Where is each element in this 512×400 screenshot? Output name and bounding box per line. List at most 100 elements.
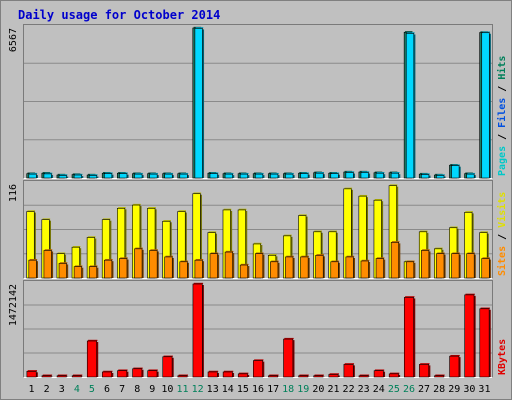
x-tick-label: 28 [433,384,445,395]
bar-sites-day-20 [315,254,325,279]
bar-kbytes-day-31 [479,307,491,378]
x-tick-label: 17 [267,384,279,395]
bar-sites-day-29 [451,252,461,279]
bar-kbytes-day-26 [403,296,416,378]
bar-files-day-9 [149,172,159,179]
x-tick-label: 1 [29,384,35,395]
bar-files-day-30 [466,172,476,179]
bar-kbytes-day-4 [71,374,84,378]
bar-kbytes-day-22 [343,363,355,378]
bar-kbytes-day-10 [162,355,174,378]
x-tick-label: 31 [478,384,490,395]
x-tick-label: 15 [237,384,249,395]
bar-sites-day-6 [104,258,114,279]
bar-kbytes-day-24 [373,369,386,378]
bar-sites-day-11 [179,260,189,279]
legend: Pages / Files / Hits [496,56,508,176]
bar-files-day-15 [239,172,250,179]
bar-kbytes-day-3 [56,374,69,378]
bar-sites-day-16 [254,252,265,279]
legend-item: Files [496,98,508,128]
bar-kbytes-day-6 [102,370,114,378]
bar-files-day-7 [119,172,129,179]
x-tick-label: 23 [358,384,370,395]
bar-kbytes-day-7 [117,369,129,378]
x-tick-label: 10 [161,384,173,395]
bar-kbytes-day-29 [449,354,461,378]
bar-kbytes-day-23 [358,374,370,378]
bar-files-day-4 [73,173,84,179]
x-tick-label: 3 [59,384,65,395]
y-max-label: 1472142 [8,284,19,326]
bar-sites-day-10 [164,255,174,279]
bar-files-day-26 [405,32,416,179]
x-tick-label: 20 [312,384,324,395]
x-tick-label: 5 [89,384,95,395]
bar-sites-day-23 [360,259,371,279]
bar-files-day-20 [315,172,325,179]
bar-sites-day-9 [149,249,159,279]
bar-sites-day-13 [209,252,220,279]
bar-sites-day-7 [119,257,129,279]
x-tick-label: 30 [463,384,475,395]
bar-sites-day-21 [330,260,340,279]
bar-kbytes-day-9 [147,369,159,378]
bar-files-day-22 [345,171,356,179]
panel-3: 1472142 KBytes [8,280,508,378]
bar-sites-day-15 [239,263,250,279]
bar-files-day-14 [224,172,235,179]
bar-files-day-16 [254,172,265,179]
bar-kbytes-day-21 [328,373,340,378]
bar-files-day-11 [179,172,189,179]
bar-kbytes-day-20 [313,374,325,378]
bar-sites-day-1 [28,258,38,279]
legend-item: KBytes [497,339,508,375]
bar-files-day-25 [390,172,401,179]
bar-kbytes-day-25 [388,372,401,378]
panel-1: 6567 Pages / Files / Hits [8,24,508,179]
bar-kbytes-day-27 [419,363,431,378]
bar-sites-day-3 [58,262,69,279]
x-tick-label: 7 [119,384,125,395]
bar-files-day-12 [194,27,205,179]
bar-sites-day-27 [421,249,431,279]
x-tick-label: 4 [74,384,80,395]
bar-sites-day-19 [300,255,310,279]
bar-sites-day-5 [88,265,99,279]
bar-files-day-13 [209,172,220,179]
bar-files-day-24 [375,172,386,179]
bar-kbytes-day-19 [298,374,310,378]
legend-item: Sites [496,246,508,276]
x-tick-label: 2 [44,384,50,395]
x-tick-label: 27 [418,384,430,395]
bar-kbytes-day-30 [464,293,476,378]
bar-sites-day-30 [466,252,476,279]
x-tick-label: 21 [327,384,339,395]
bar-kbytes-day-5 [86,339,99,378]
bar-files-day-27 [421,173,431,179]
bar-kbytes-day-13 [207,370,219,378]
x-tick-label: 8 [134,384,140,395]
x-tick-label: 13 [207,384,219,395]
legend: KBytes [497,339,508,375]
bar-files-day-21 [330,172,340,179]
bar-files-day-1 [28,172,38,179]
bar-files-day-2 [43,172,54,179]
bar-sites-day-28 [436,252,446,279]
bar-sites-day-31 [481,257,491,279]
bar-sites-day-22 [345,255,356,279]
x-tick-label: 14 [222,384,234,395]
x-tick-label: 25 [388,384,400,395]
x-tick-label: 26 [403,384,415,395]
bar-sites-day-12 [194,258,205,279]
bar-sites-day-25 [390,241,401,279]
bar-sites-day-8 [134,247,144,279]
bar-files-day-28 [436,174,446,179]
x-tick-label: 29 [448,384,460,395]
bar-files-day-18 [285,172,295,179]
x-tick-label: 16 [252,384,264,395]
bar-kbytes-day-28 [434,374,446,378]
bar-kbytes-day-16 [253,359,265,378]
legend-item: / [497,80,508,98]
